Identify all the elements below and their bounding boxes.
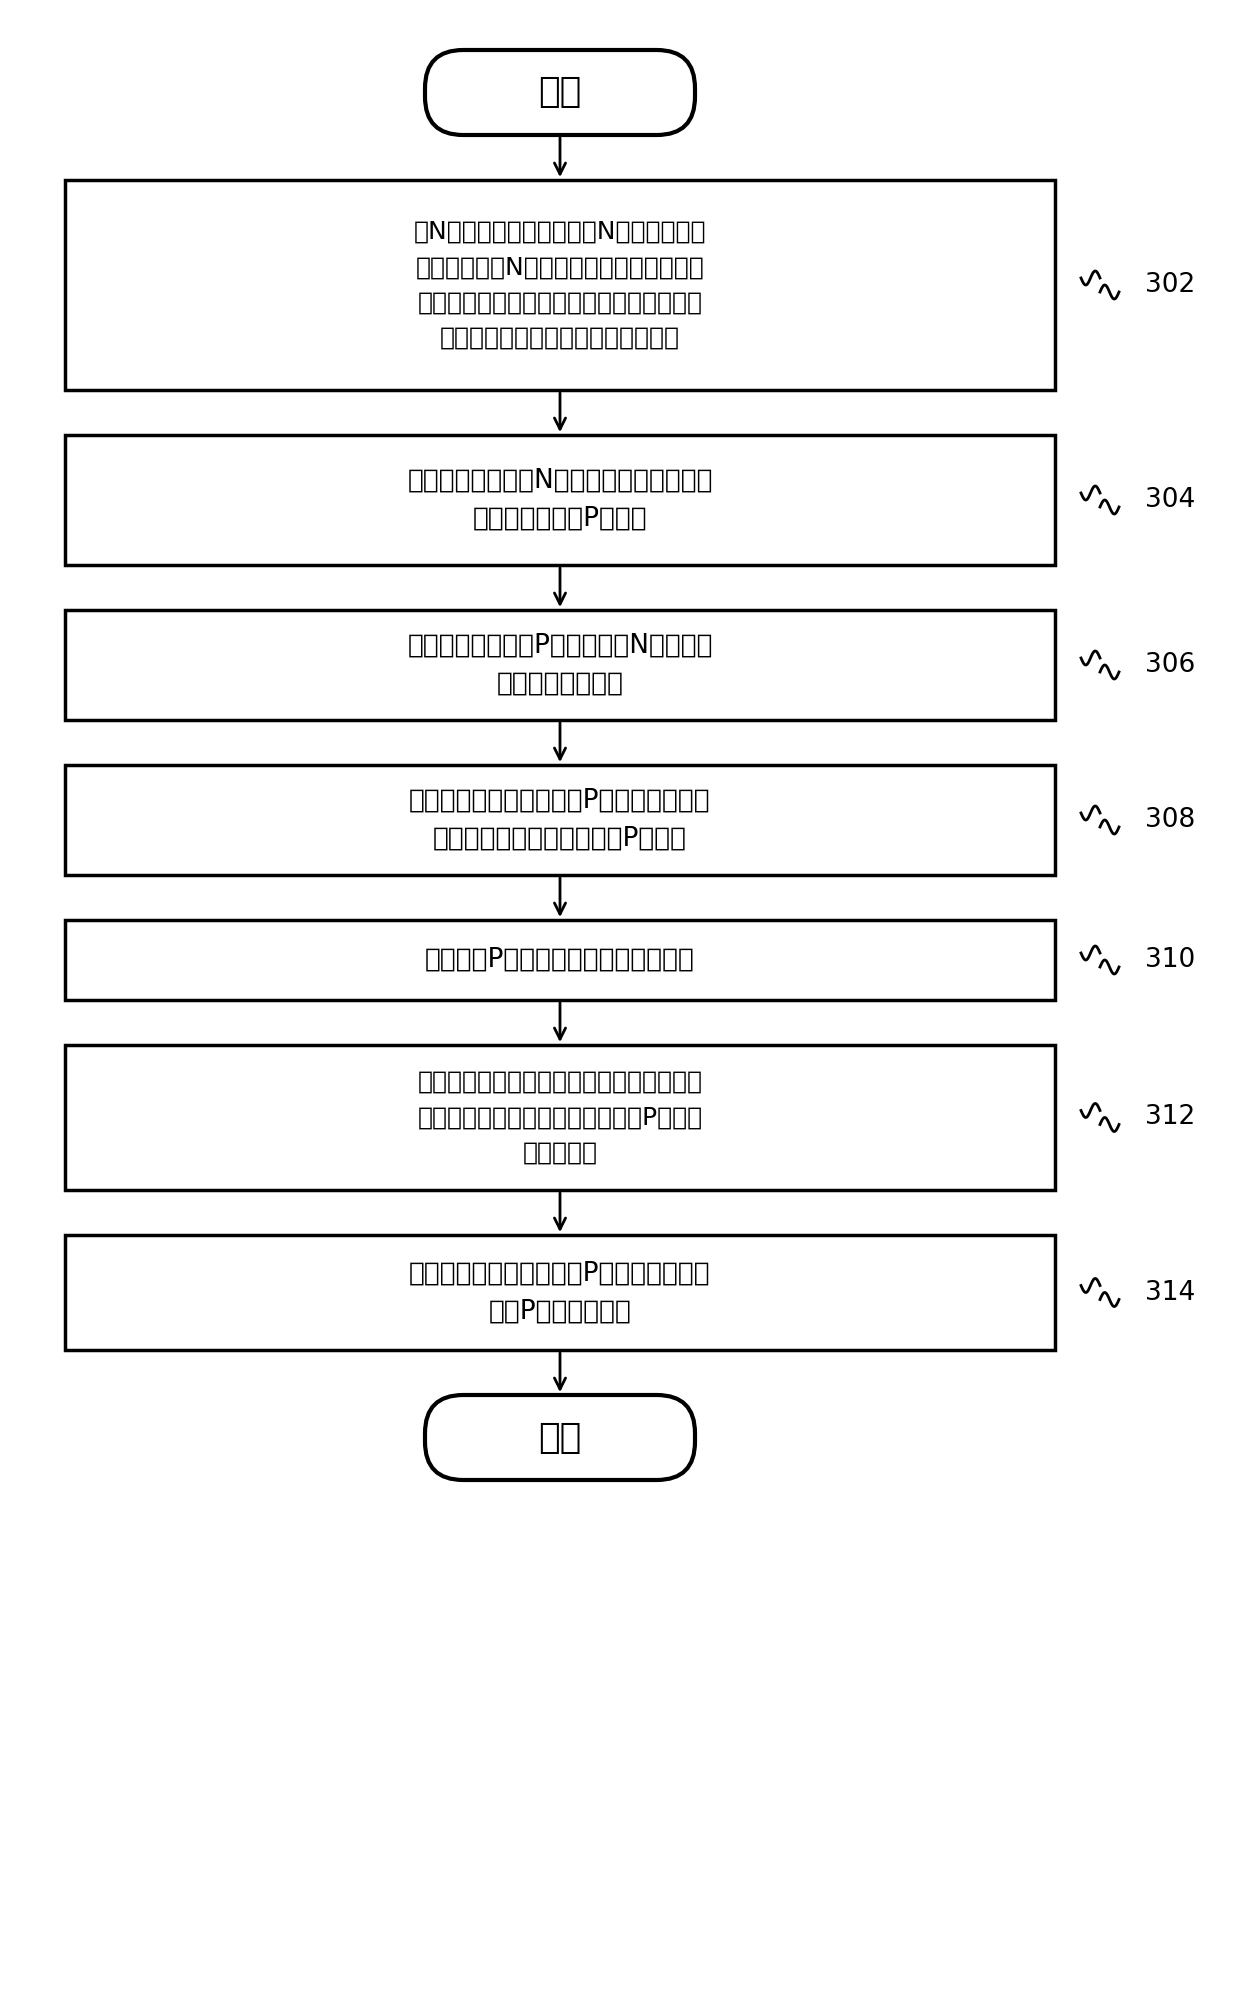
Text: 向多晶硅窗口第一次注入P型掺杂元素，在
多个所述源极区域之间形成P型阱区: 向多晶硅窗口第一次注入P型掺杂元素，在 多个所述源极区域之间形成P型阱区 <box>409 787 711 851</box>
Text: 在形成有P型阱区的衬底上淀积介质层: 在形成有P型阱区的衬底上淀积介质层 <box>425 947 694 973</box>
Bar <box>64 919 1055 1001</box>
FancyBboxPatch shape <box>425 1395 694 1481</box>
Text: 312: 312 <box>1145 1105 1195 1131</box>
Text: 结束: 结束 <box>538 1421 582 1455</box>
Bar <box>64 1235 1055 1351</box>
Bar <box>64 609 1055 719</box>
Text: 通过多晶硅窗口向N型硅半导体外延层注入
掺杂元素，形成P型体区: 通过多晶硅窗口向N型硅半导体外延层注入 掺杂元素，形成P型体区 <box>407 468 713 531</box>
Text: 打开多晶硅窗口区域中的源极接触孔，去除
源极接触孔内的部分氧化硅，以在P型阱区
中形成沟槽: 打开多晶硅窗口区域中的源极接触孔，去除 源极接触孔内的部分氧化硅，以在P型阱区 … <box>418 1071 703 1165</box>
Text: 308: 308 <box>1145 807 1195 833</box>
Text: 304: 304 <box>1145 488 1195 513</box>
Text: 向源极接触孔第二次注入P型掺杂元素，以
增加P型阱区的结深: 向源极接触孔第二次注入P型掺杂元素，以 增加P型阱区的结深 <box>409 1261 711 1325</box>
Bar <box>64 765 1055 875</box>
Bar <box>64 1045 1055 1191</box>
Bar <box>64 436 1055 565</box>
Bar <box>64 180 1055 390</box>
Text: 302: 302 <box>1145 272 1195 298</box>
Text: 开始: 开始 <box>538 76 582 110</box>
Text: 306: 306 <box>1145 651 1195 677</box>
FancyBboxPatch shape <box>425 50 694 136</box>
Text: 在N型硅半导体衬底上形成N型硅半导体外
延层之后，在N型硅半导体外延层的表面依
次生长栅氧化层和淀积多晶硅层，通过光刻
及刻蚀在多晶硅层上形成多晶硅窗口: 在N型硅半导体衬底上形成N型硅半导体外 延层之后，在N型硅半导体外延层的表面依 … <box>414 220 707 350</box>
Text: 通过多晶硅窗口向P型体区注入N型掺杂元
素，形成源极区域: 通过多晶硅窗口向P型体区注入N型掺杂元 素，形成源极区域 <box>407 633 713 697</box>
Text: 310: 310 <box>1145 947 1195 973</box>
Text: 314: 314 <box>1145 1279 1195 1305</box>
